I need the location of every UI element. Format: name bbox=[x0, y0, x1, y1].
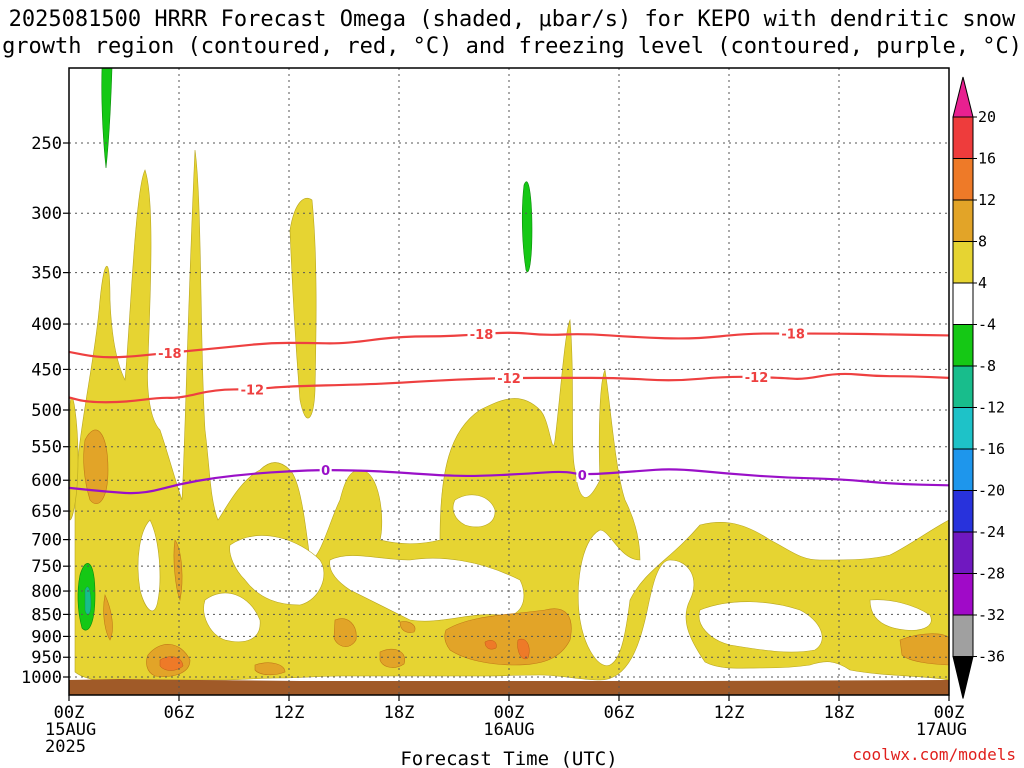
y-tick-label: 400 bbox=[31, 315, 62, 335]
chart-title-line-1: 2025081500 HRRR Forecast Omega (shaded, … bbox=[8, 7, 1016, 32]
colorbar-label: 16 bbox=[978, 150, 996, 168]
y-tick-label: 1000 bbox=[21, 668, 62, 688]
contour-label-bg bbox=[467, 327, 496, 342]
y-tick-label: 600 bbox=[31, 471, 62, 491]
contour-line-minus12 bbox=[69, 372, 949, 404]
colorbar-label: -20 bbox=[978, 482, 1005, 500]
colorbar-label: -24 bbox=[978, 523, 1005, 541]
colorbar-bottom-arrow bbox=[952, 656, 974, 699]
temperature-contours bbox=[69, 331, 949, 495]
contour-label: 0 bbox=[578, 469, 587, 484]
x-tick-label: 16AUG bbox=[483, 720, 534, 740]
colorbar-label: 12 bbox=[978, 191, 996, 209]
x-tick-label: 06Z bbox=[164, 703, 195, 723]
contour-label-bg bbox=[319, 462, 332, 477]
x-tick-label: 18Z bbox=[824, 703, 855, 723]
contour-label-bg bbox=[576, 468, 589, 483]
y-tick-label: 500 bbox=[31, 401, 62, 421]
contour-label-bg bbox=[155, 345, 184, 360]
colorbar-label: -28 bbox=[978, 565, 1005, 583]
chart-title-line-2: growth region (contoured, red, °C) and f… bbox=[2, 34, 1022, 59]
contour-label: -12 bbox=[241, 383, 265, 398]
colorbar-segment bbox=[952, 116, 974, 159]
colorbar-segment bbox=[952, 448, 974, 491]
contour-label: -18 bbox=[781, 328, 805, 343]
omega-12-to-16-region bbox=[159, 638, 530, 671]
x-tick-label: 18Z bbox=[384, 703, 415, 723]
gridlines bbox=[69, 68, 949, 695]
colorbar-label: -36 bbox=[978, 648, 1005, 666]
contour-label: 0 bbox=[321, 464, 330, 479]
contour-label-bg bbox=[742, 370, 771, 385]
contour-label: -18 bbox=[158, 347, 182, 362]
colorbar-label: -12 bbox=[978, 399, 1005, 417]
colorbar-segment bbox=[952, 573, 974, 616]
contour-line-0 bbox=[69, 468, 949, 495]
x-tick-label: 06Z bbox=[604, 703, 635, 723]
colorbar-segment bbox=[952, 324, 974, 367]
contour-line-minus18 bbox=[69, 331, 949, 359]
x-tick-label: 12Z bbox=[714, 703, 745, 723]
y-tick-label: 800 bbox=[31, 582, 62, 602]
contour-label: -12 bbox=[497, 372, 521, 387]
contour-label-bg bbox=[238, 382, 267, 397]
colorbar-segment bbox=[952, 531, 974, 574]
x-tick-label: 00Z bbox=[934, 703, 965, 723]
y-tick-label: 700 bbox=[31, 531, 62, 551]
y-axis-pressure-ticks: 2503003504004505005506006507007508008509… bbox=[21, 134, 69, 688]
colorbar-label: 20 bbox=[978, 108, 996, 126]
x-tick-label: 00Z bbox=[54, 703, 85, 723]
contour-labels: -18 -18 -18 -12 -12 -12 0 0 bbox=[155, 326, 808, 484]
y-tick-label: 650 bbox=[31, 502, 62, 522]
y-tick-label: 850 bbox=[31, 605, 62, 625]
contour-label-bg bbox=[495, 370, 523, 385]
colorbar-segment bbox=[952, 614, 974, 657]
colorbar-label: 8 bbox=[978, 233, 987, 251]
colorbar-top-arrow bbox=[952, 76, 974, 118]
y-tick-label: 250 bbox=[31, 134, 62, 154]
colorbar-label: -16 bbox=[978, 440, 1005, 458]
colorbar-label: -8 bbox=[978, 357, 996, 375]
y-tick-label: 350 bbox=[31, 264, 62, 284]
colorbar: 20 16 12 8 4 -4 -8 -12 -16 -20 -24 -28 -32 -36 bbox=[952, 76, 1005, 699]
y-tick-label: 550 bbox=[31, 438, 62, 458]
colorbar-segment bbox=[952, 407, 974, 450]
y-tick-label: 950 bbox=[31, 648, 62, 668]
colorbar-segment bbox=[952, 158, 974, 201]
x-tick-label: 17AUG bbox=[916, 720, 967, 740]
colorbar-label: 4 bbox=[978, 274, 987, 292]
colorbar-segment bbox=[952, 282, 974, 325]
credit-text: coolwx.com/models bbox=[852, 745, 1016, 764]
colorbar-segment bbox=[952, 365, 974, 408]
x-tick-label: 12Z bbox=[274, 703, 305, 723]
contour-label: -12 bbox=[745, 371, 769, 386]
contour-label-bg bbox=[779, 326, 808, 341]
chart-title: 2025081500 HRRR Forecast Omega (shaded, … bbox=[0, 6, 1024, 60]
y-tick-label: 300 bbox=[31, 204, 62, 224]
omega-negative-8-to-12-region bbox=[84, 586, 92, 615]
contour-label: -18 bbox=[470, 328, 494, 343]
colorbar-label: -4 bbox=[978, 316, 996, 334]
y-tick-label: 900 bbox=[31, 627, 62, 647]
x-tick-label: 15AUG bbox=[45, 720, 96, 740]
colorbar-segment bbox=[952, 241, 974, 284]
y-tick-label: 750 bbox=[31, 557, 62, 577]
colorbar-segment bbox=[952, 199, 974, 242]
colorbar-label: -32 bbox=[978, 606, 1005, 624]
y-tick-label: 450 bbox=[31, 360, 62, 380]
x-axis-label: Forecast Time (UTC) bbox=[400, 748, 617, 768]
x-tick-label: 00Z bbox=[494, 703, 525, 723]
x-tick-label: 2025 bbox=[45, 737, 86, 757]
colorbar-segment bbox=[952, 490, 974, 533]
